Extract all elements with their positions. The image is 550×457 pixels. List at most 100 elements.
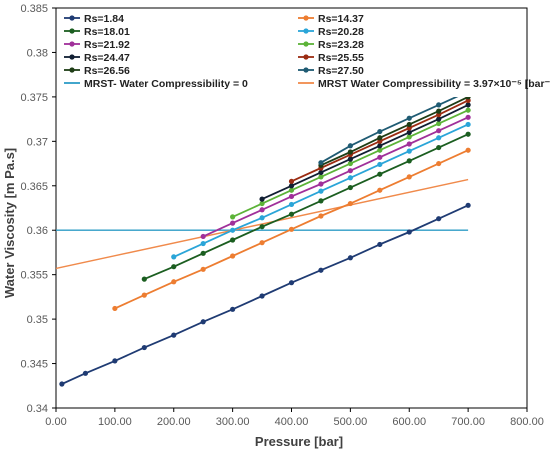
legend-item: MRST- Water Compressibility = 0 [64, 78, 248, 90]
x-tick-label: 100.00 [98, 416, 132, 428]
data-point [347, 156, 353, 162]
legend-swatch-marker [303, 28, 309, 34]
legend-label: Rs=21.92 [84, 39, 130, 51]
y-tick-label: 0.385 [20, 3, 48, 15]
legend-item: Rs=26.56 [64, 65, 130, 77]
data-point [406, 129, 412, 136]
series-line [320, 96, 469, 167]
series-line [202, 116, 469, 238]
series-line [55, 178, 469, 270]
data-point [436, 112, 442, 118]
data-point [259, 293, 265, 299]
legend-item: Rs=20.28 [298, 26, 364, 38]
legend-swatch-marker [303, 41, 309, 47]
x-tick-label: 200.00 [157, 416, 191, 428]
data-point [288, 280, 295, 286]
data-point [171, 332, 177, 338]
data-point [347, 149, 353, 155]
legend-label: Rs=14.37 [318, 13, 364, 25]
data-point [436, 135, 442, 141]
data-point [347, 175, 353, 181]
data-point [377, 147, 383, 153]
data-point [377, 171, 383, 177]
x-tick-label: 700.00 [451, 416, 485, 428]
x-tick-label: 500.00 [334, 416, 368, 428]
data-point [288, 193, 295, 200]
series-line [143, 133, 469, 280]
legend-box [60, 11, 524, 97]
data-point [347, 160, 353, 167]
data-point [318, 188, 324, 194]
data-point [347, 255, 353, 261]
y-tick-label: 0.38 [27, 47, 48, 59]
legend-label: Rs=20.28 [318, 26, 364, 38]
data-point [318, 213, 324, 219]
legend-swatch-marker [69, 15, 75, 21]
data-point [377, 143, 383, 149]
data-point [318, 198, 324, 204]
data-point [259, 215, 265, 221]
data-point [259, 207, 265, 213]
data-point [406, 115, 412, 121]
series-7 [288, 97, 471, 184]
data-point [230, 214, 236, 220]
data-point [318, 160, 324, 166]
data-point [465, 121, 471, 128]
legend-item: Rs=1.84 [64, 13, 124, 25]
x-tick-label: 300.00 [216, 416, 250, 428]
data-point [59, 381, 65, 387]
legend-swatch-marker [303, 67, 309, 73]
data-point [171, 254, 177, 260]
data-point [347, 143, 353, 149]
data-point [230, 237, 236, 243]
legend-label: MRST- Water Compressibility = 0 [84, 78, 248, 90]
legend-label: Rs=25.55 [318, 52, 364, 64]
data-point [288, 178, 295, 184]
legend-item: Rs=23.28 [298, 39, 364, 51]
legend-item: Rs=25.55 [298, 52, 364, 64]
series-line [320, 90, 469, 164]
y-tick-label: 0.34 [27, 403, 48, 415]
legend-label: Rs=23.28 [318, 39, 364, 51]
data-point [200, 233, 206, 240]
data-point [141, 292, 147, 298]
legend-item: Rs=21.92 [64, 39, 130, 51]
data-point [406, 174, 412, 180]
x-axis-title: Pressure [bar] [255, 434, 343, 449]
data-point [230, 253, 236, 259]
data-point [288, 183, 295, 189]
data-point [259, 224, 265, 230]
y-tick-label: 0.35 [27, 314, 48, 326]
legend-swatch-marker [69, 28, 75, 34]
data-point [230, 227, 236, 233]
legend-swatch-marker [69, 41, 75, 47]
series-11 [55, 178, 469, 270]
data-point [200, 266, 206, 272]
series-0 [59, 202, 471, 387]
series-6 [259, 102, 471, 202]
data-point [465, 114, 471, 120]
data-point [465, 131, 471, 137]
x-tick-label: 0.00 [45, 416, 66, 428]
data-point [406, 121, 412, 128]
data-point [465, 97, 471, 104]
legend-swatch-marker [303, 54, 309, 60]
data-point [82, 370, 89, 376]
data-point [465, 202, 471, 208]
series-3 [171, 121, 471, 260]
data-point [288, 226, 295, 232]
legend-item: Rs=27.50 [298, 65, 364, 77]
y-tick-label: 0.375 [20, 92, 48, 104]
data-point [200, 250, 206, 256]
legend-item: Rs=18.01 [64, 26, 130, 38]
data-point [112, 305, 118, 312]
data-point [377, 154, 383, 160]
data-point [406, 158, 412, 164]
legend-label: MRST Water Compressibility = 3.97×10⁻⁵ [… [318, 78, 550, 90]
y-tick-label: 0.37 [27, 136, 48, 148]
data-point [465, 147, 471, 153]
data-point [230, 220, 236, 226]
data-point [465, 107, 471, 113]
series-8 [318, 94, 471, 168]
